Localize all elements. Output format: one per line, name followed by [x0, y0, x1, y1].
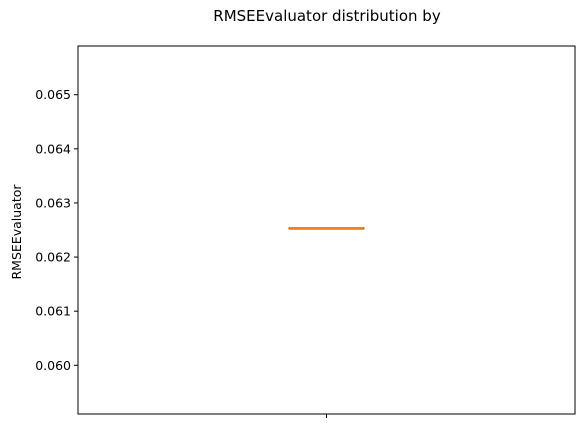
- y-tick-label: 0.061: [35, 304, 71, 319]
- chart-title: RMSEEvaluator distribution by: [213, 7, 441, 25]
- axes-frame: [77, 45, 576, 415]
- y-tick-label: 0.060: [35, 358, 71, 373]
- y-tick-label: 0.064: [35, 141, 71, 156]
- y-tick-label: 0.062: [35, 250, 71, 265]
- y-tick-label: 0.063: [35, 195, 71, 210]
- y-tick-label: 0.065: [35, 87, 71, 102]
- plot-area: 0.060 0.061 0.062 0.063 0.064 0.065: [35, 87, 365, 418]
- y-axis-label: RMSEEvaluator: [9, 184, 24, 280]
